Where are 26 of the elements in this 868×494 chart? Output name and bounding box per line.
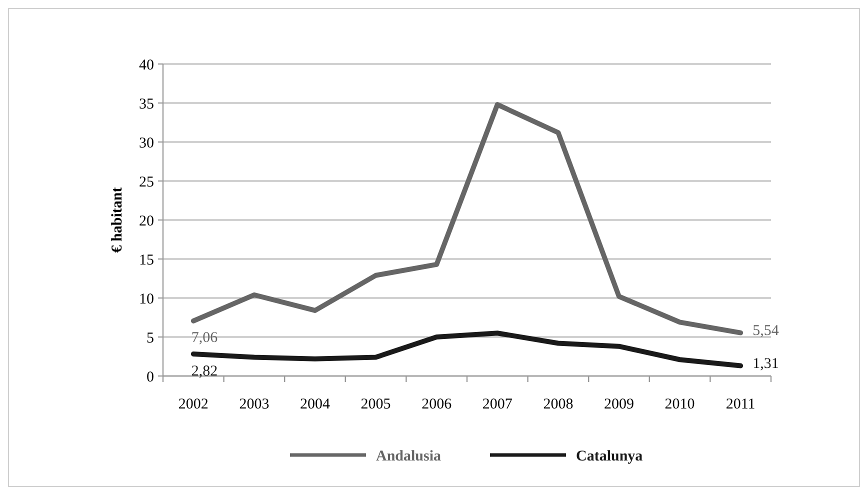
data-label: 5,54 [752, 323, 780, 340]
x-tick-label: 2004 [300, 396, 330, 412]
x-tick-label: 2008 [543, 396, 574, 412]
data-label: 7,06 [191, 330, 218, 346]
text: Andalusia [376, 448, 442, 464]
x-tick-label: 2002 [178, 396, 208, 412]
y-tick-label: 15 [139, 252, 154, 268]
x-tick-label: 2005 [360, 396, 391, 412]
x-tick-label: 2007 [482, 396, 513, 412]
y-tick-label: 20 [139, 213, 154, 230]
x-tick-label: 2006 [422, 396, 452, 412]
y-tick-label: 30 [139, 135, 154, 152]
y-axis-title: € habitant [109, 187, 126, 253]
y-tick-label: 0 [146, 369, 154, 386]
x-tick-label: 2010 [664, 396, 695, 412]
y-tick-label: 10 [139, 291, 154, 308]
x-tick-label: 2011 [726, 396, 756, 412]
y-tick-label: 35 [139, 96, 154, 112]
x-tick-label: 2003 [239, 396, 270, 412]
y-tick-label: 40 [139, 57, 154, 74]
data-label: 2,82 [191, 363, 218, 380]
data-label: 1,31 [752, 356, 779, 372]
x-tick-label: 2009 [604, 396, 634, 412]
y-tick-label: 25 [139, 174, 154, 190]
y-tick-label: 5 [146, 330, 154, 346]
text: Catalunya [576, 448, 644, 464]
